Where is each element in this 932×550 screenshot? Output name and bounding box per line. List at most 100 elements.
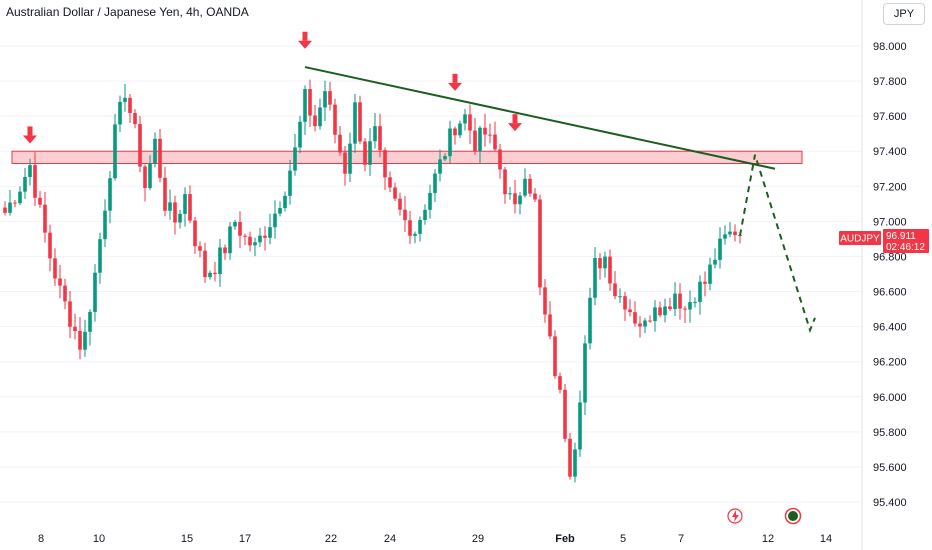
candle-body (368, 141, 372, 165)
price-axis[interactable]: 98.000 97.800 97.600 97.400 97.200 97.000 96.8… (873, 41, 907, 509)
candle-body (168, 202, 172, 211)
candle-body (673, 293, 677, 310)
candle-body (553, 336, 557, 377)
candle (618, 288, 622, 304)
candle (288, 159, 292, 205)
candle-body (393, 187, 397, 199)
candle (548, 301, 552, 340)
candle-body (713, 259, 717, 265)
candle (573, 442, 577, 483)
arrow-head (448, 82, 462, 91)
candle-body (663, 306, 667, 316)
candle (23, 167, 27, 199)
candle-body (373, 126, 377, 142)
projection-line (739, 154, 816, 334)
candle-body (603, 256, 607, 269)
candle (283, 191, 287, 212)
candle-body (423, 209, 427, 220)
candle-body (688, 302, 692, 310)
candle-body (408, 220, 412, 236)
candle (408, 210, 412, 245)
candle (428, 184, 432, 219)
earnings-icon (784, 507, 802, 525)
candle (233, 219, 237, 230)
resistance-zone-rect (11, 150, 803, 165)
candle-body (558, 376, 562, 390)
candle-body (18, 191, 22, 204)
candle (43, 191, 47, 243)
lightning-icon (727, 508, 743, 524)
earnings-icon-core (788, 511, 798, 521)
down-arrow-icon (448, 73, 462, 91)
candle-body (133, 112, 137, 125)
candle (8, 189, 12, 216)
price-badge (883, 229, 929, 253)
candle (3, 201, 7, 216)
x-tick-label: 22 (325, 533, 337, 545)
candle (128, 94, 132, 124)
candle-body (163, 177, 167, 211)
candle (683, 305, 687, 324)
candle-body (343, 152, 347, 174)
x-tick-label: 29 (472, 533, 484, 545)
candle-body (483, 127, 487, 135)
candle (668, 297, 672, 311)
candle (108, 171, 112, 224)
y-tick-label: 97.800 (873, 76, 907, 88)
y-tick-label: 97.400 (873, 146, 907, 158)
candle (228, 221, 232, 260)
candle-body (68, 301, 72, 327)
candle (603, 251, 607, 278)
candle (143, 164, 147, 202)
currency-button[interactable]: JPY (883, 3, 925, 25)
y-tick-label: 97.600 (873, 111, 907, 123)
candle (13, 199, 17, 208)
candle-body (428, 192, 432, 210)
candle (468, 104, 472, 145)
candle (598, 253, 602, 280)
candle (473, 118, 477, 155)
candle-body (308, 89, 312, 116)
candle-body (518, 195, 522, 205)
candle (523, 168, 527, 198)
candle-body (708, 264, 712, 284)
candle-body (433, 173, 437, 193)
candle (248, 231, 252, 252)
time-axis[interactable]: 8 10 15 17 22 24 29 Feb 5 7 12 14 (38, 533, 832, 545)
x-tick-label: 8 (38, 533, 44, 545)
candle-body (498, 149, 502, 170)
candle-body (83, 331, 87, 350)
candle (308, 79, 312, 127)
candle (323, 80, 327, 122)
candle-body (718, 238, 722, 260)
candle-body (158, 138, 162, 178)
candle-body (478, 127, 482, 152)
candle (438, 149, 442, 182)
candle-body (328, 91, 332, 105)
candle-body (503, 169, 507, 195)
candle (178, 209, 182, 229)
candle-body (508, 193, 512, 195)
candle (363, 137, 367, 172)
candle-body (568, 438, 572, 477)
candle-body (63, 285, 67, 302)
y-tick-label: 98.000 (873, 41, 907, 53)
candle-body (273, 213, 277, 228)
down-arrow-icon (23, 126, 37, 144)
candle-body (463, 114, 467, 124)
candle (63, 278, 67, 310)
candle-body (108, 178, 112, 211)
marker-arrows (23, 31, 522, 144)
candle-body (643, 320, 647, 327)
candle-body (123, 97, 127, 102)
y-tick-label: 95.800 (873, 427, 907, 439)
candle (648, 315, 652, 323)
candle-body (693, 301, 697, 303)
candle-body (678, 293, 682, 309)
x-tick-label: 15 (181, 533, 193, 545)
trendline[interactable] (304, 66, 776, 170)
y-tick-label: 97.200 (873, 181, 907, 193)
candlestick-series (3, 79, 742, 483)
event-icons (727, 507, 802, 525)
